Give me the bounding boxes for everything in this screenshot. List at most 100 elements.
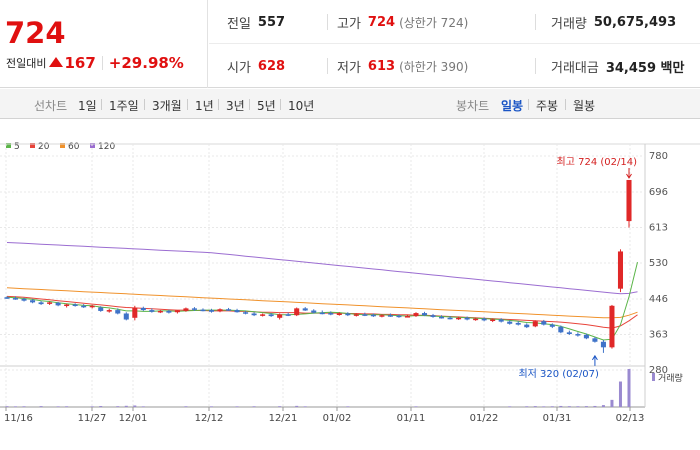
- candle-body: [157, 310, 163, 313]
- candle-body: [174, 310, 180, 313]
- x-tick-label: 11/27: [78, 413, 107, 424]
- candle-body: [609, 305, 615, 348]
- candle-body: [456, 317, 462, 320]
- candle-body: [336, 313, 342, 316]
- volume-value: 50,675,493: [593, 14, 677, 30]
- x-tick-label: 12/21: [269, 413, 298, 424]
- upper-limit: (상한가 724): [399, 15, 469, 30]
- candles: [4, 179, 632, 353]
- range-1d[interactable]: 1일: [78, 99, 97, 113]
- candle-body: [541, 321, 547, 325]
- volume: 거래량 50,675,493: [551, 0, 676, 44]
- range-3m[interactable]: 3개월: [152, 99, 182, 113]
- range-3y[interactable]: 3년: [226, 99, 245, 113]
- divider: [101, 99, 102, 110]
- range-1w[interactable]: 1주일: [109, 99, 139, 113]
- y-tick-label: 696: [649, 187, 668, 198]
- ma60-line: [6, 287, 638, 319]
- volume-bar: [39, 406, 43, 407]
- candle-body: [328, 313, 334, 315]
- volume-bar: [65, 406, 69, 407]
- candle-chart-label: 봉차트: [456, 99, 490, 113]
- range-5y[interactable]: 5년: [257, 99, 276, 113]
- legend-swatch: [60, 143, 65, 148]
- high-label: 고가: [337, 16, 361, 32]
- candle-body: [396, 315, 402, 318]
- y-tick-label: 530: [649, 258, 668, 269]
- volume-bar: [133, 405, 137, 407]
- high-value: 724: [367, 14, 396, 30]
- period-weekly[interactable]: 주봉: [536, 99, 559, 113]
- volume-bar: [116, 406, 120, 407]
- volume-bar: [610, 399, 614, 407]
- candle-body: [277, 314, 283, 318]
- candle-body: [234, 310, 240, 313]
- candle-body: [302, 308, 308, 311]
- range-10y[interactable]: 10년: [288, 99, 315, 113]
- volume-bar: [533, 406, 537, 407]
- candle-body: [566, 332, 572, 335]
- divider: [327, 14, 328, 30]
- candle-body: [490, 319, 496, 321]
- candle-body: [524, 324, 530, 328]
- change-percent: +29.98%: [108, 54, 184, 72]
- volume-bar: [252, 406, 256, 407]
- divider: [218, 99, 219, 110]
- high-price: 고가 724 (상한가 724): [337, 0, 468, 44]
- candle-body: [81, 305, 87, 308]
- legend-label: 60: [68, 142, 80, 152]
- legend-label: 5: [14, 142, 20, 152]
- divider: [327, 58, 328, 74]
- volume-bar: [576, 406, 580, 407]
- prev-close-label: 전일: [227, 16, 251, 32]
- low-label: 저가: [337, 60, 361, 76]
- divider: [280, 99, 281, 110]
- volume-bar: [22, 406, 26, 407]
- candle-body: [55, 302, 61, 306]
- candle-body: [226, 309, 232, 311]
- quote-summary: 724 전일대비 167 +29.98% 전일 557 고가 724 (상한가: [0, 0, 700, 88]
- volume-bar: [90, 406, 94, 407]
- change-label: 전일대비: [6, 57, 47, 70]
- ma120-line: [6, 242, 638, 295]
- x-tick-label: 12/12: [195, 413, 224, 424]
- divider: [535, 14, 536, 30]
- candle-body: [387, 315, 393, 317]
- candle-body: [294, 308, 300, 316]
- volume-bar: [508, 406, 512, 407]
- amount-label: 거래대금: [551, 60, 599, 76]
- high-annotation: 최고 724 (02/14): [557, 156, 638, 168]
- candle-body: [98, 307, 104, 311]
- volume-bar: [584, 406, 588, 407]
- prev-close: 전일 557: [227, 0, 285, 44]
- candle-body: [439, 316, 445, 319]
- candle-body: [507, 321, 513, 324]
- range-1y[interactable]: 1년: [195, 99, 214, 113]
- candle-body: [200, 309, 206, 312]
- y-tick-label: 280: [649, 365, 668, 376]
- candle-body: [285, 314, 291, 316]
- trade-amount: 거래대금 34,459 백만: [551, 44, 684, 88]
- period-monthly[interactable]: 월봉: [573, 99, 596, 113]
- candle-body: [115, 310, 121, 314]
- candle-body: [345, 313, 351, 316]
- candle-body: [575, 334, 581, 336]
- candlestick-chart: 5 20 60 120 780 696 613 530 446 363 280 최고 724 (0…: [0, 142, 700, 424]
- volume-bar: [295, 405, 299, 407]
- period-daily[interactable]: 일봉: [501, 99, 524, 113]
- lower-limit: (하한가 390): [399, 59, 469, 74]
- candle-body: [558, 326, 564, 333]
- candle-body: [260, 314, 266, 316]
- low-value: 613: [367, 58, 396, 74]
- candle-body: [413, 313, 419, 317]
- candle-body: [515, 322, 521, 325]
- line-chart-label: 선차트: [34, 99, 68, 113]
- candle-body: [89, 305, 95, 308]
- candle-body: [430, 315, 436, 317]
- volume-label: 거래량: [658, 372, 683, 384]
- grid: [0, 143, 700, 408]
- candle-body: [47, 302, 53, 304]
- candle-body: [617, 251, 624, 289]
- candle-body: [106, 310, 112, 312]
- price-axis: 780 696 613 530 446 363 280: [649, 151, 668, 376]
